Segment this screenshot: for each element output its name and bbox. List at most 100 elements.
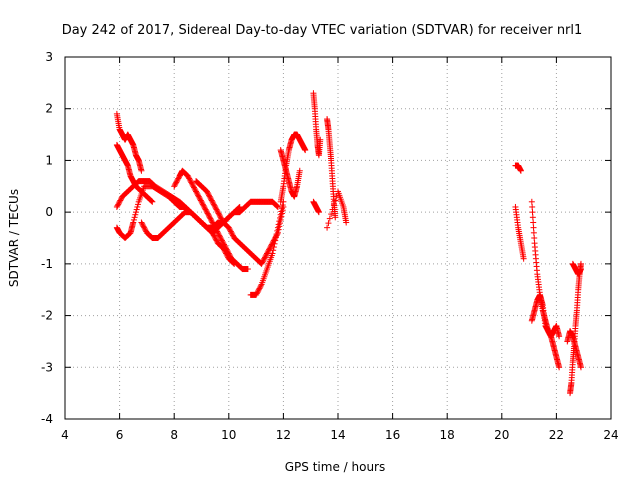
data-point [214, 229, 221, 236]
data-point [260, 256, 267, 263]
data-point [229, 231, 236, 238]
data-point [174, 176, 181, 183]
data-point [225, 249, 232, 256]
series-track-g [193, 178, 287, 267]
data-point [222, 244, 229, 251]
data-point [257, 282, 264, 289]
data-point [517, 167, 524, 174]
data-point [209, 219, 216, 226]
data-point [236, 203, 243, 210]
data-point [556, 364, 563, 371]
data-point [141, 224, 148, 231]
data-point [203, 188, 210, 195]
y-tick-label: 3 [45, 50, 53, 64]
data-point [203, 207, 210, 214]
data-point [201, 203, 208, 210]
data-point [343, 219, 350, 226]
data-point [257, 284, 264, 291]
data-point [214, 207, 221, 214]
data-point [132, 211, 139, 218]
data-point [332, 197, 339, 204]
data-point [207, 215, 214, 222]
data-point [296, 167, 303, 174]
data-point [173, 179, 180, 186]
data-point [187, 178, 194, 185]
series-track-e [138, 203, 243, 241]
data-point [279, 202, 286, 209]
data-point [204, 189, 211, 196]
data-point [271, 240, 278, 247]
data-point [205, 191, 212, 198]
data-point [261, 254, 268, 261]
data-point [197, 196, 204, 203]
data-point [253, 290, 260, 297]
data-points [113, 90, 584, 397]
x-tick-label: 14 [330, 428, 345, 442]
data-point [329, 206, 336, 213]
data-point [276, 218, 283, 225]
data-point [199, 200, 206, 207]
data-point [325, 220, 332, 227]
data-point [210, 222, 217, 229]
data-point [131, 214, 138, 221]
y-axis-label: SDTVAR / TECUs [7, 189, 21, 287]
data-point [134, 203, 141, 210]
data-point [206, 193, 213, 200]
data-point [272, 237, 279, 244]
data-point [115, 201, 122, 208]
data-point [205, 211, 212, 218]
data-point [191, 185, 198, 192]
data-point [200, 202, 207, 209]
data-point [171, 181, 178, 188]
data-point [202, 206, 209, 213]
data-point [197, 197, 204, 204]
data-point [171, 183, 178, 190]
data-point [265, 247, 272, 254]
data-point [114, 202, 121, 209]
data-point [217, 235, 224, 241]
x-tick-label: 4 [61, 428, 69, 442]
data-point [172, 180, 179, 187]
x-tick-label: 8 [170, 428, 178, 442]
data-point [138, 219, 145, 226]
data-point [193, 189, 200, 196]
data-point [185, 174, 192, 181]
data-point [529, 203, 536, 210]
data-point [229, 232, 236, 239]
data-point [189, 181, 196, 188]
data-point [531, 235, 538, 241]
data-point [275, 221, 282, 228]
data-point [215, 210, 222, 217]
chart-title: Day 242 of 2017, Sidereal Day-to-day VTE… [62, 23, 583, 38]
data-point [270, 244, 277, 251]
data-point [213, 227, 220, 234]
data-point [530, 229, 537, 236]
data-point [218, 236, 225, 243]
data-point [259, 259, 266, 266]
data-point [210, 220, 217, 227]
data-point [244, 266, 251, 273]
data-point [213, 237, 220, 244]
data-point [188, 179, 195, 186]
data-point [326, 215, 333, 222]
data-point [266, 245, 273, 252]
data-point [211, 233, 218, 240]
series-track-p [512, 162, 524, 174]
y-tick-label: -2 [41, 309, 53, 323]
data-point [274, 203, 281, 210]
data-point [258, 260, 265, 267]
y-tick-label: 2 [45, 102, 53, 116]
data-point [273, 202, 280, 209]
data-point [212, 235, 219, 241]
data-point [204, 210, 211, 217]
data-point [212, 203, 219, 210]
data-point [227, 227, 234, 234]
series-track-q [512, 203, 527, 262]
data-point [317, 136, 324, 143]
data-point [141, 225, 148, 232]
data-point [226, 251, 233, 258]
data-point [175, 175, 182, 182]
data-point [274, 203, 281, 210]
data-point [219, 238, 226, 245]
y-tick-label: 1 [45, 153, 53, 167]
